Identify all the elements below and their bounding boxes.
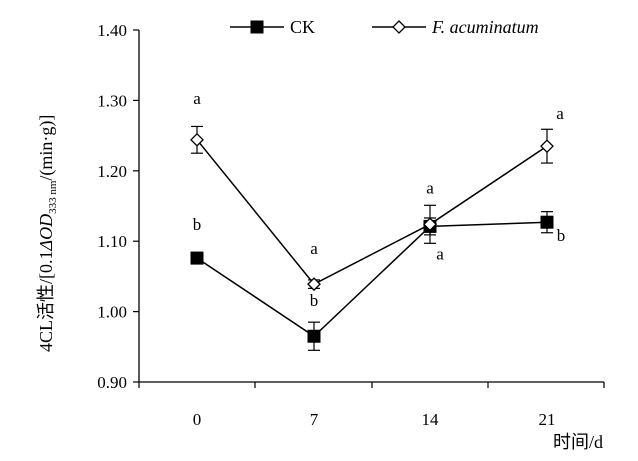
y-tick-label: 1.00 (97, 303, 127, 322)
significance-label-f-acuminatum: a (310, 239, 318, 258)
x-tick-label: 0 (193, 410, 202, 429)
series-line-f-acuminatum (196, 139, 548, 286)
data-point-f-acuminatum (540, 139, 554, 154)
legend-marker-f-acuminatum (392, 20, 406, 34)
data-point-ck (307, 329, 321, 343)
x-tick-label: 14 (422, 410, 440, 429)
significance-label-ck: b (193, 215, 202, 234)
significance-label-f-acuminatum: a (426, 178, 434, 197)
x-tick-label: 7 (310, 410, 319, 429)
legend: CK F. acuminatum (230, 17, 539, 37)
y-tick-label: 1.20 (97, 162, 127, 181)
data-point-f-acuminatum (423, 217, 437, 232)
data-point-f-acuminatum (307, 277, 321, 292)
y-tick-label: 0.90 (97, 373, 127, 392)
y-tick-label: 1.30 (97, 91, 127, 110)
axes: 0.90 1.00 1.10 1.20 1.30 1.40 0 7 14 21 (97, 21, 605, 429)
x-axis-label: 时间/d (553, 432, 603, 452)
legend-label-f-acuminatum: F. acuminatum (431, 17, 539, 37)
significance-label-ck: b (310, 291, 319, 310)
significance-label-ck: b (557, 226, 566, 245)
y-axis-label: 4CL活性/[0.1ΔOD333 nm/(min·g)] (36, 115, 59, 352)
legend-label-ck: CK (290, 17, 315, 37)
legend-marker-ck (250, 20, 264, 34)
y-tick-label: 1.40 (97, 21, 127, 40)
significance-label-ck: a (436, 244, 444, 263)
significance-labels: b b a b a a a a (193, 89, 566, 310)
y-tick-label: 1.10 (97, 232, 127, 251)
series-layer (190, 125, 554, 351)
data-point-ck (540, 215, 554, 229)
significance-label-f-acuminatum: a (193, 89, 201, 108)
x-tick-label: 21 (539, 410, 556, 429)
data-point-f-acuminatum (190, 132, 204, 147)
series-line-ck (196, 221, 548, 338)
significance-label-f-acuminatum: a (556, 104, 564, 123)
data-point-ck (190, 251, 204, 265)
